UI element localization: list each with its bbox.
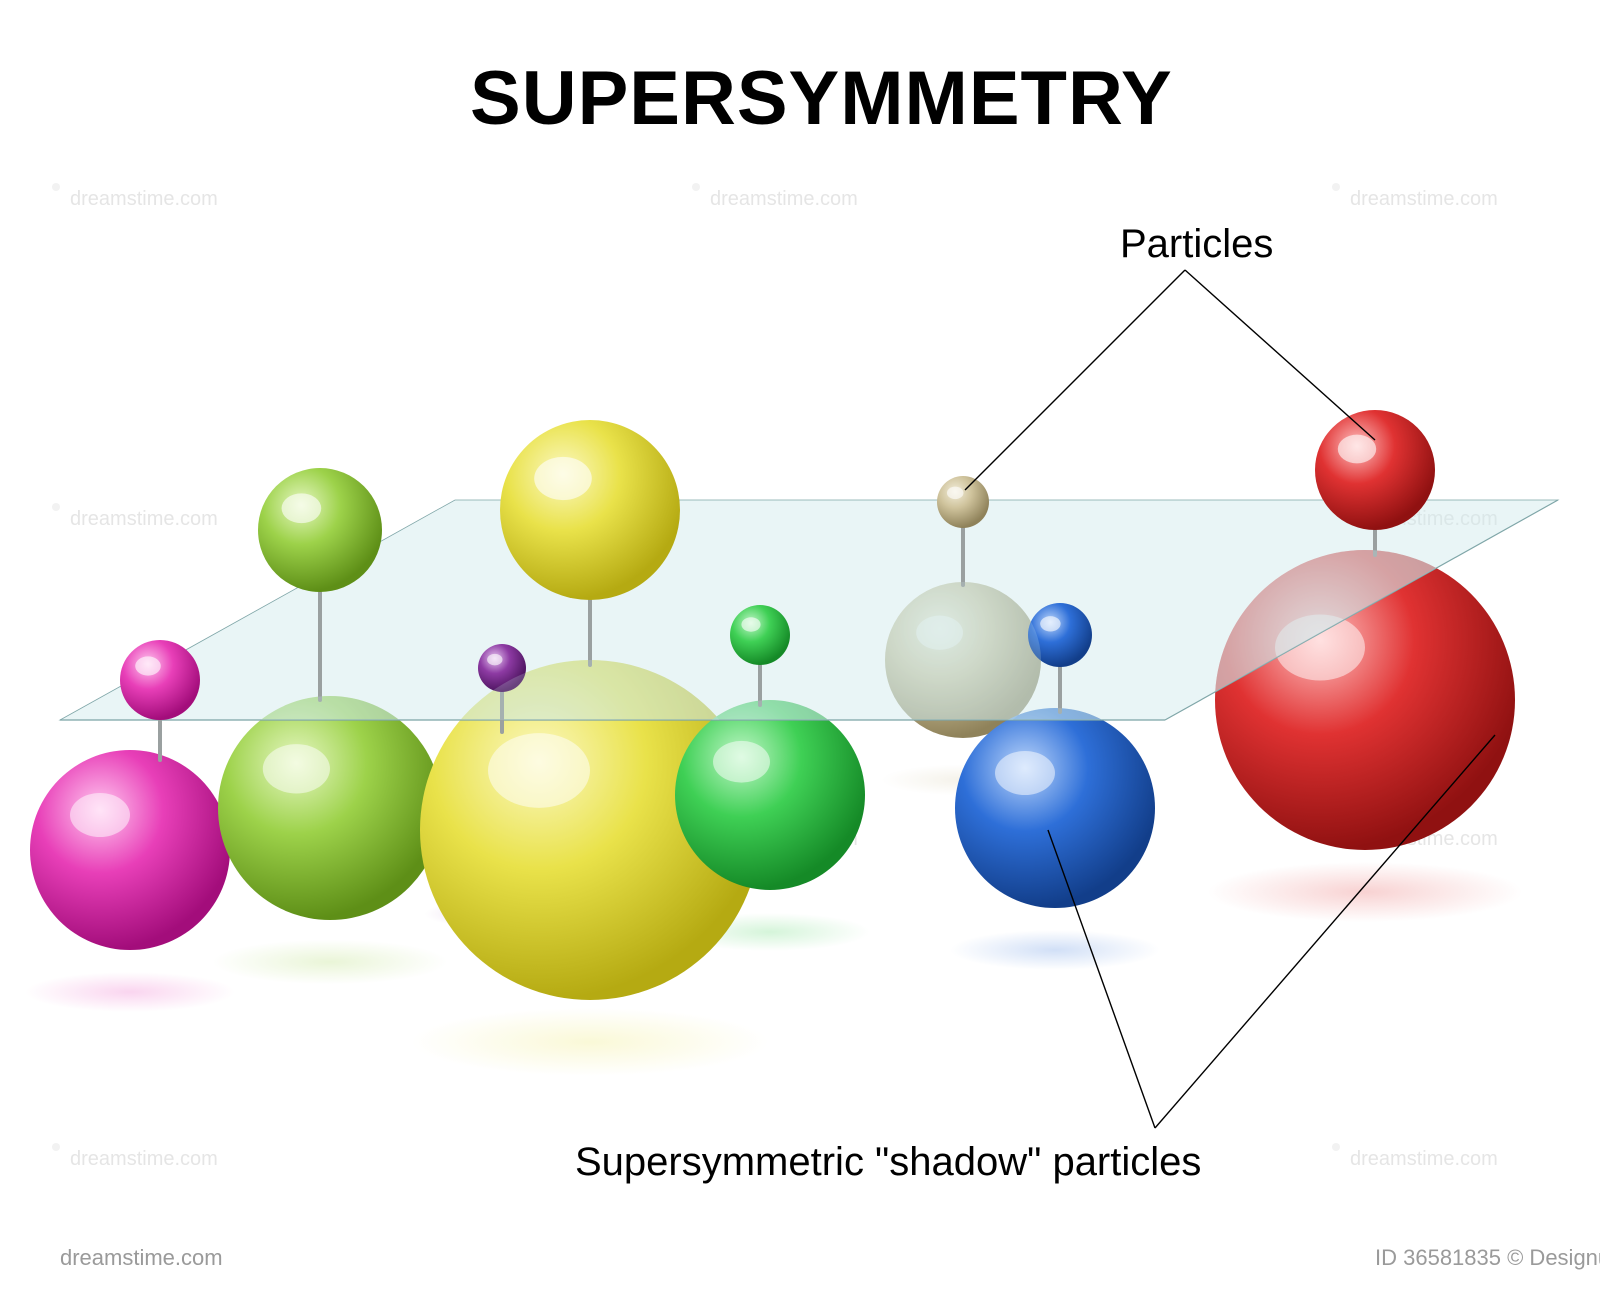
label-shadow-particles: Supersymmetric "shadow" particles xyxy=(575,1140,1201,1185)
diagram-svg: dreamstime.com dreamstime.com dreamstime.c… xyxy=(0,0,1600,1293)
label-particles: Particles xyxy=(1120,222,1273,267)
svg-text:dreamstime.com: dreamstime.com xyxy=(1350,188,1498,210)
svg-text:dreamstime.com: dreamstime.com xyxy=(70,508,218,530)
credit-left: dreamstime.com xyxy=(60,1245,223,1271)
svg-text:dreamstime.com: dreamstime.com xyxy=(1350,1148,1498,1170)
svg-text:dreamstime.com: dreamstime.com xyxy=(70,188,218,210)
diagram-stage: dreamstime.com dreamstime.com dreamstime.c… xyxy=(0,0,1600,1293)
page-title: SUPERSYMMETRY xyxy=(470,55,1173,142)
credit-right: ID 36581835 © Designua xyxy=(1375,1245,1600,1271)
svg-text:dreamstime.com: dreamstime.com xyxy=(70,1148,218,1170)
svg-text:dreamstime.com: dreamstime.com xyxy=(710,188,858,210)
